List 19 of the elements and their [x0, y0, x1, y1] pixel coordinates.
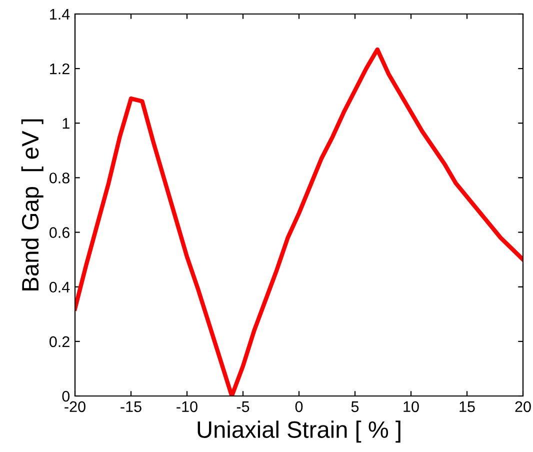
y-tick-label: 0	[62, 390, 70, 402]
x-tick-label: -20	[64, 401, 86, 412]
x-tick-label: -10	[176, 401, 198, 412]
y-tick-label: 1.2	[50, 63, 70, 74]
y-tick-label: 0.8	[50, 172, 70, 184]
y-tick-label: 1	[62, 118, 70, 129]
x-tick-label: 20	[515, 401, 531, 412]
x-axis-title: Uniaxial Strain [ % ]	[198, 420, 400, 443]
y-tick-label: 0.2	[50, 336, 70, 348]
y-axis-title: Band Gap [ eV ]	[21, 119, 44, 290]
x-tick-label: 10	[404, 401, 419, 412]
x-tick-label: 0	[295, 401, 303, 412]
x-tick-label: -15	[120, 401, 142, 412]
x-tick-label: 15	[460, 401, 475, 412]
y-tick-label: 1.4	[50, 9, 70, 20]
y-tick-label: 0.4	[50, 282, 70, 293]
x-tick-label: -5	[236, 401, 250, 412]
y-tick-label: 0.6	[50, 227, 70, 238]
x-tick-label: 5	[351, 401, 359, 412]
